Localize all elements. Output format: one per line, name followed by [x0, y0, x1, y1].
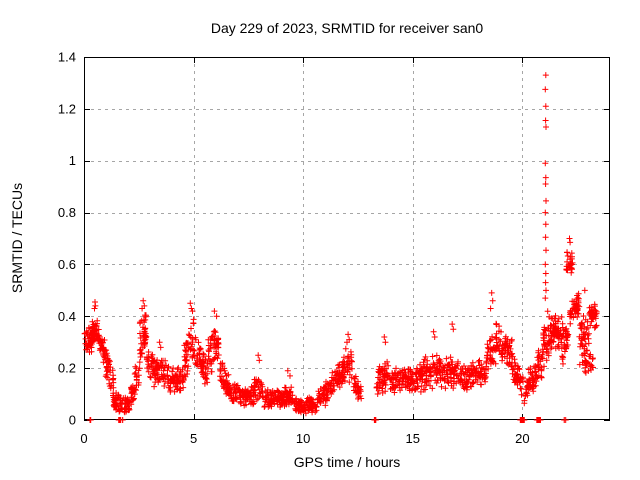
tick-label: 15 — [406, 431, 420, 446]
x-axis-label: GPS time / hours — [294, 454, 401, 470]
tick-label: 1.2 — [58, 101, 76, 116]
tick-label: 0.8 — [58, 205, 76, 220]
scatter-points — [81, 72, 600, 423]
tick-label: 1.4 — [58, 50, 76, 65]
tick-label: 0.4 — [58, 309, 76, 324]
tick-label: 20 — [515, 431, 529, 446]
tick-label: 10 — [296, 431, 310, 446]
tick-label: 0 — [69, 413, 76, 428]
y-axis-label: SRMTID / TECUs — [9, 183, 25, 293]
grid-lines — [84, 57, 610, 420]
tick-label: 0 — [80, 431, 87, 446]
plot-border — [84, 57, 610, 420]
tick-label: 1 — [69, 153, 76, 168]
tick-labels: 0 5 10 15 20 0 0.2 0.4 0.6 0.8 1 1.2 1.4 — [58, 50, 530, 447]
tick-label: 0.2 — [58, 361, 76, 376]
tick-label: 0.6 — [58, 257, 76, 272]
tick-label: 5 — [190, 431, 197, 446]
chart-title: Day 229 of 2023, SRMTID for receiver san… — [211, 20, 484, 36]
